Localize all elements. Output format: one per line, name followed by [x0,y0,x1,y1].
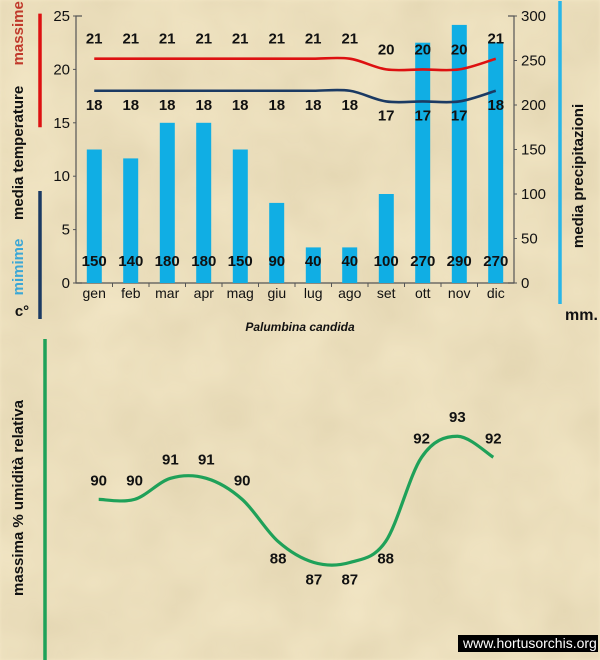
svg-text:mar: mar [155,285,179,301]
svg-text:www.hortusorchis.org: www.hortusorchis.org [462,635,597,651]
svg-text:21: 21 [341,31,358,48]
svg-text:18: 18 [341,97,358,114]
svg-text:nov: nov [448,285,471,301]
svg-text:20: 20 [451,41,468,58]
svg-text:25: 25 [53,8,70,25]
svg-text:20: 20 [414,41,431,58]
svg-text:290: 290 [447,253,472,270]
svg-text:250: 250 [521,53,546,70]
svg-text:0: 0 [521,275,529,292]
svg-text:massime: massime [10,1,27,65]
svg-text:92: 92 [485,430,502,447]
svg-text:21: 21 [159,31,176,48]
svg-text:lug: lug [304,285,323,301]
svg-text:150: 150 [82,253,107,270]
svg-text:90: 90 [268,253,285,270]
svg-text:gen: gen [83,285,106,301]
svg-text:massima % umidità relativa: massima % umidità relativa [10,399,27,596]
svg-text:giu: giu [267,285,286,301]
svg-text:ott: ott [415,285,431,301]
svg-text:88: 88 [270,551,287,568]
svg-text:150: 150 [228,253,253,270]
svg-text:90: 90 [234,472,251,489]
svg-text:21: 21 [232,31,249,48]
svg-text:mag: mag [227,285,254,301]
svg-text:18: 18 [159,97,176,114]
svg-text:c°: c° [15,303,29,320]
svg-text:18: 18 [305,97,322,114]
svg-text:20: 20 [378,41,395,58]
svg-text:media precipitazioni: media precipitazioni [570,104,587,248]
svg-text:5: 5 [62,222,70,239]
svg-text:apr: apr [194,285,215,301]
svg-text:88: 88 [377,551,394,568]
svg-text:feb: feb [121,285,141,301]
svg-text:21: 21 [122,31,139,48]
svg-text:140: 140 [118,253,143,270]
svg-text:17: 17 [378,107,395,124]
svg-text:18: 18 [195,97,212,114]
svg-text:21: 21 [487,31,504,48]
svg-text:10: 10 [53,168,70,185]
svg-text:18: 18 [487,97,504,114]
svg-text:15: 15 [53,115,70,132]
svg-text:18: 18 [232,97,249,114]
svg-text:18: 18 [122,97,139,114]
svg-text:20: 20 [53,61,70,78]
svg-text:media temperature: media temperature [10,86,27,220]
svg-text:87: 87 [341,572,358,589]
svg-text:21: 21 [195,31,212,48]
svg-text:180: 180 [155,253,180,270]
svg-text:270: 270 [410,253,435,270]
svg-text:92: 92 [413,430,430,447]
svg-text:mimime: mimime [10,239,27,296]
svg-text:200: 200 [521,97,546,114]
svg-text:18: 18 [268,97,285,114]
svg-text:21: 21 [86,31,103,48]
svg-text:Palumbina candida: Palumbina candida [245,320,355,334]
svg-text:17: 17 [451,107,468,124]
svg-text:18: 18 [86,97,103,114]
svg-text:100: 100 [374,253,399,270]
svg-text:ago: ago [338,285,362,301]
svg-text:100: 100 [521,186,546,203]
svg-text:40: 40 [305,253,322,270]
svg-text:150: 150 [521,142,546,159]
svg-text:93: 93 [449,409,466,426]
svg-text:0: 0 [62,275,70,292]
svg-text:50: 50 [521,231,538,248]
svg-text:21: 21 [268,31,285,48]
svg-text:87: 87 [306,572,323,589]
svg-text:90: 90 [90,472,107,489]
svg-text:90: 90 [126,472,143,489]
svg-text:17: 17 [414,107,431,124]
svg-text:91: 91 [198,451,215,468]
svg-text:21: 21 [305,31,322,48]
svg-text:mm.: mm. [565,307,598,324]
svg-text:40: 40 [341,253,358,270]
svg-text:180: 180 [191,253,216,270]
svg-text:dic: dic [487,285,505,301]
svg-text:300: 300 [521,8,546,25]
svg-text:set: set [377,285,396,301]
svg-text:91: 91 [162,451,179,468]
svg-text:270: 270 [483,253,508,270]
